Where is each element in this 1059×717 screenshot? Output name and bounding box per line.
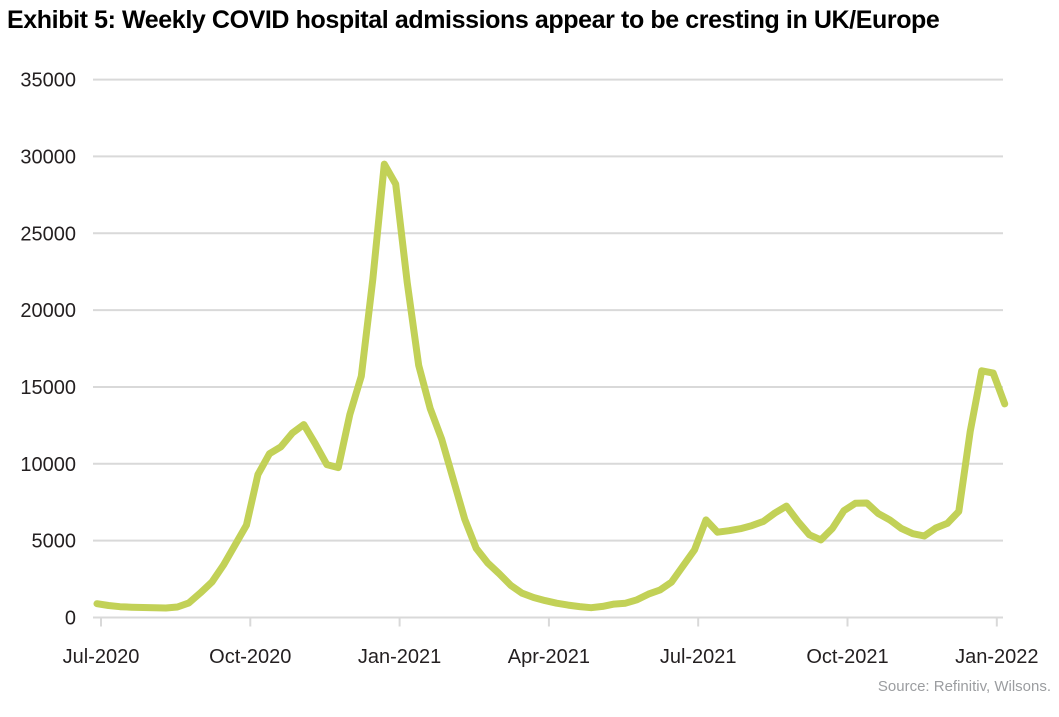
y-axis-label: 0 [65, 608, 76, 630]
x-axis-label: Oct-2020 [209, 646, 291, 668]
source-note: Source: Refinitiv, Wilsons. [877, 678, 1051, 695]
y-axis-label: 10000 [20, 454, 76, 476]
y-axis-label: 15000 [20, 377, 76, 399]
y-axis-label: 20000 [20, 300, 76, 322]
x-axis-label: Oct-2021 [806, 646, 888, 668]
y-axis-label: 5000 [32, 531, 77, 553]
chart-title: Exhibit 5: Weekly COVID hospital admissi… [7, 6, 940, 34]
y-axis-label: 25000 [20, 223, 76, 245]
admissions-line [93, 160, 1009, 612]
x-axis-label: Jul-2020 [63, 646, 140, 668]
y-axis-label: 35000 [20, 70, 76, 92]
x-axis-label: Apr-2021 [508, 646, 590, 668]
y-axis-label: 30000 [20, 146, 76, 168]
x-axis-label: Jul-2021 [660, 646, 737, 668]
x-axis-label: Jan-2022 [955, 646, 1038, 668]
x-axis-label: Jan-2021 [358, 646, 441, 668]
